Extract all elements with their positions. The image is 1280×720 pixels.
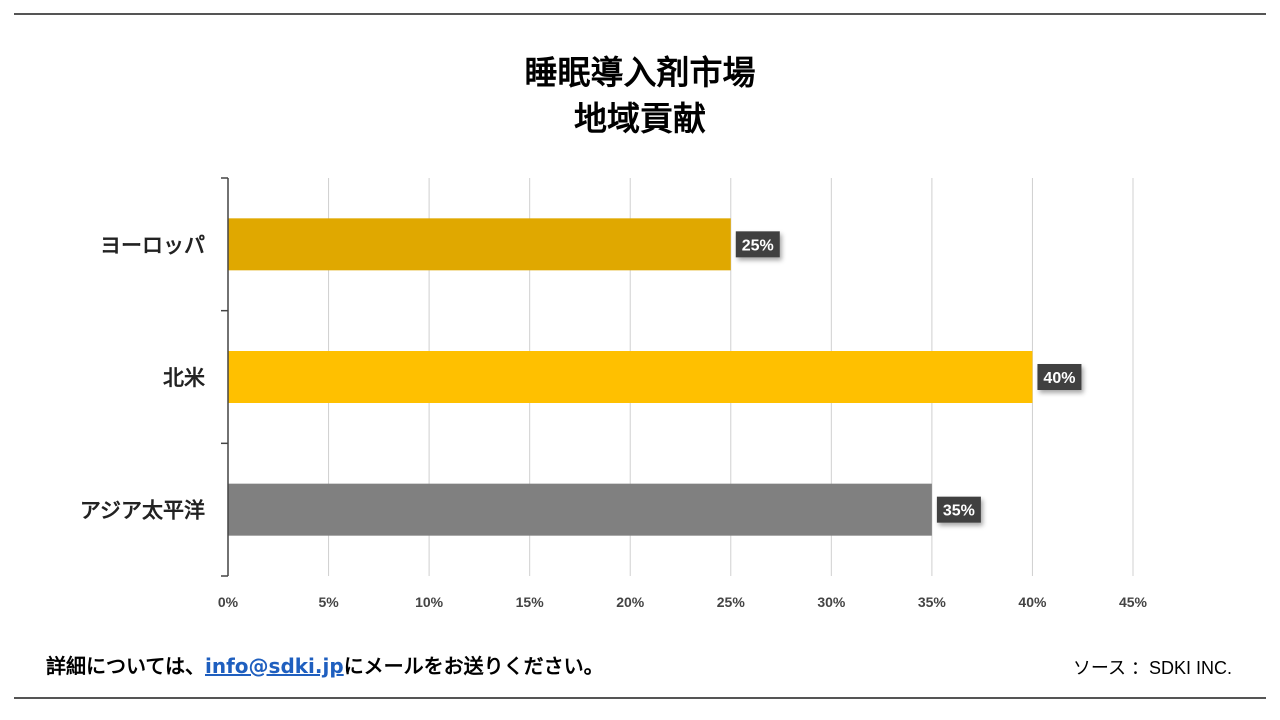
contact-email-link[interactable]: info@sdki.jp bbox=[205, 654, 344, 678]
contact-note: 詳細については、info@sdki.jpにメールをお送りください。 bbox=[46, 650, 604, 679]
x-tick-label: 10% bbox=[415, 594, 444, 610]
top-rule bbox=[14, 13, 1266, 15]
category-label: アジア太平洋 bbox=[80, 499, 205, 523]
labels: 0% 5% 10% 15% 20% 25% 30% 35% 40% 45% ヨーロッパ 25% 北米 40… bbox=[80, 231, 1148, 610]
x-tick-label: 40% bbox=[1018, 594, 1047, 610]
x-tick-label: 35% bbox=[918, 594, 947, 610]
value-label: 35% bbox=[943, 503, 975, 520]
x-tick-label: 30% bbox=[817, 594, 846, 610]
bottom-rule bbox=[14, 697, 1266, 699]
x-tick-label: 15% bbox=[516, 594, 545, 610]
source-note: ソース ：SDKI INC. bbox=[1072, 658, 1232, 678]
contact-prefix: 詳細については、 bbox=[46, 654, 205, 678]
contact-suffix: にメールをお送りください。 bbox=[343, 654, 604, 678]
value-label-box bbox=[936, 496, 981, 523]
value-label-box bbox=[735, 231, 780, 258]
x-tick-label: 20% bbox=[616, 594, 645, 610]
chart-title-line-1: 睡眠導入剤市場 bbox=[524, 53, 756, 92]
x-tick-label: 0% bbox=[218, 594, 239, 610]
chart-title: 睡眠導入剤市場 地域貢献 bbox=[0, 50, 1280, 142]
bars bbox=[228, 218, 1033, 536]
chart-title-line-2: 地域貢献 bbox=[574, 99, 706, 138]
x-tick-label: 25% bbox=[717, 594, 746, 610]
category-label: 北米 bbox=[163, 366, 206, 390]
value-label-box bbox=[1037, 364, 1082, 390]
bar-2 bbox=[228, 483, 932, 536]
x-tick-label: 5% bbox=[318, 594, 339, 610]
x-tick-label: 45% bbox=[1119, 594, 1148, 610]
bar-1 bbox=[228, 351, 1033, 403]
axes bbox=[221, 177, 229, 577]
value-label: 40% bbox=[1043, 370, 1075, 387]
category-label: ヨーロッパ bbox=[100, 233, 205, 257]
bar-0 bbox=[228, 218, 731, 271]
value-label: 25% bbox=[742, 237, 774, 254]
